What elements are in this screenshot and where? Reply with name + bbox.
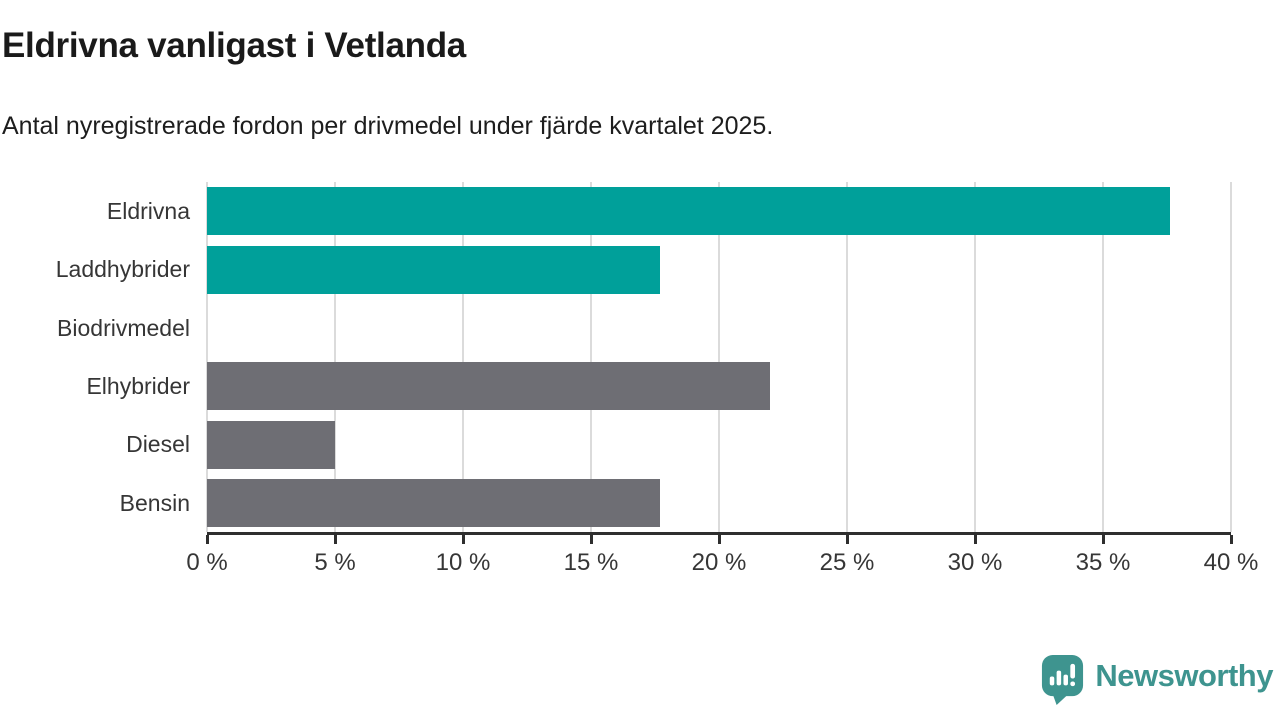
gridline (846, 182, 848, 532)
gridline (334, 182, 336, 532)
x-tick-label: 10 % (435, 549, 491, 576)
chart-title: Eldrivna vanligast i Vetlanda (2, 26, 466, 65)
newsworthy-wordmark: Newsworthy (1095, 657, 1273, 693)
x-axis-tick (205, 535, 209, 544)
y-axis-label: Diesel (126, 431, 190, 458)
x-axis-tick (845, 535, 849, 544)
gridline (206, 182, 208, 532)
x-tick-label: 40 % (1203, 549, 1259, 576)
gridline (1102, 182, 1104, 532)
x-axis-tick (1229, 535, 1233, 544)
newsworthy-logo-icon (1042, 655, 1084, 705)
gridline (590, 182, 592, 532)
y-axis-label: Eldrivna (106, 198, 190, 224)
y-axis-label: Elhybrider (86, 373, 190, 399)
y-axis-label: Bensin (119, 489, 190, 516)
bar-elhybrider (207, 362, 771, 411)
x-axis-tick (1101, 535, 1105, 544)
x-tick-label: 15 % (563, 549, 619, 576)
bar-bensin (207, 478, 661, 527)
bar-laddhybrider (207, 245, 661, 294)
x-axis-tick (461, 535, 465, 544)
gridline (974, 182, 976, 532)
y-axis-label: Biodrivmedel (57, 314, 190, 341)
gridline (462, 182, 464, 532)
chart-subtitle: Antal nyregistrerade fordon per drivmede… (2, 112, 774, 140)
x-tick-label: 35 % (1075, 549, 1131, 576)
x-tick-label: 30 % (947, 549, 1003, 576)
plot-area (206, 182, 1232, 535)
x-axis-tick (717, 535, 721, 544)
x-tick-label: 0 % (186, 549, 228, 576)
x-tick-label: 20 % (691, 549, 747, 576)
bar-eldrivna (207, 187, 1170, 236)
x-tick-label: 25 % (819, 549, 875, 576)
gridline (1230, 182, 1232, 532)
x-axis-tick (333, 535, 337, 544)
newsworthy-brand: Newsworthy (1039, 653, 1273, 705)
x-axis: 0 % 5 % 10 % 15 % 20 % 25 % 30 % 35 % 40 % (186, 535, 1258, 587)
x-axis-tick (973, 535, 977, 544)
gridline (718, 182, 720, 532)
y-axis-labels: Eldrivna Laddhybrider Biodrivmedel Elhybrid… (0, 182, 190, 532)
y-axis-label: Laddhybrider (55, 256, 190, 283)
bar-diesel (207, 420, 335, 469)
x-tick-label: 5 % (314, 549, 356, 576)
x-axis-tick (589, 535, 593, 544)
